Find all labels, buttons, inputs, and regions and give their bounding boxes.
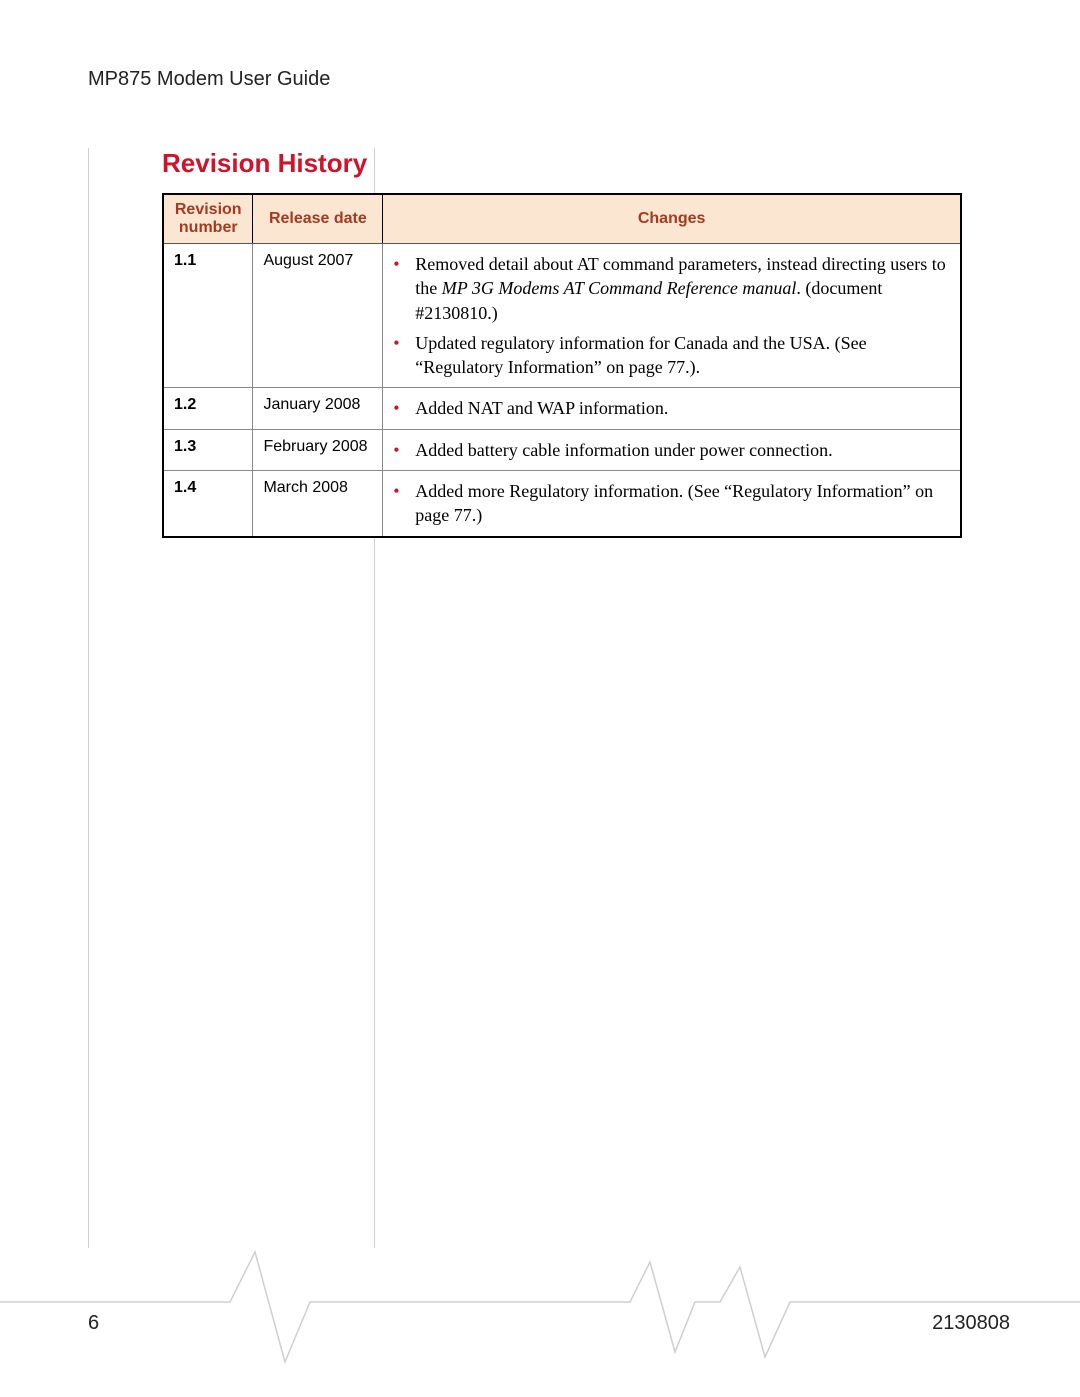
- document-number: 2130808: [932, 1312, 1010, 1335]
- table-row: 1.1August 2007•Removed detail about AT c…: [163, 244, 961, 388]
- cell-changes: •Removed detail about AT command paramet…: [383, 244, 961, 388]
- col-header-changes: Changes: [383, 194, 961, 244]
- cell-revision: 1.2: [163, 388, 253, 429]
- cell-date: August 2007: [253, 244, 383, 388]
- cell-date: March 2008: [253, 471, 383, 537]
- bullet-icon: •: [393, 479, 415, 528]
- change-text: Added battery cable information under po…: [415, 438, 950, 462]
- cell-date: January 2008: [253, 388, 383, 429]
- table-header-row: Revision number Release date Changes: [163, 194, 961, 244]
- cell-revision: 1.1: [163, 244, 253, 388]
- page-container: MP875 Modem User Guide Revision History …: [0, 0, 1080, 1397]
- col-header-release: Release date: [253, 194, 383, 244]
- cell-changes: •Added more Regulatory information. (See…: [383, 471, 961, 537]
- cell-date: February 2008: [253, 429, 383, 470]
- cell-changes: •Added battery cable information under p…: [383, 429, 961, 470]
- change-bullet: •Added NAT and WAP information.: [393, 396, 950, 420]
- document-title: MP875 Modem User Guide: [88, 68, 1080, 91]
- page-number: 6: [88, 1312, 99, 1335]
- section-title: Revision History: [162, 148, 373, 179]
- change-bullet: •Added battery cable information under p…: [393, 438, 950, 462]
- cell-changes: •Added NAT and WAP information.: [383, 388, 961, 429]
- change-bullet: •Removed detail about AT command paramet…: [393, 252, 950, 325]
- change-text: Removed detail about AT command paramete…: [415, 252, 950, 325]
- table-row: 1.4March 2008•Added more Regulatory info…: [163, 471, 961, 537]
- col-header-revision: Revision number: [163, 194, 253, 244]
- cell-revision: 1.4: [163, 471, 253, 537]
- bullet-icon: •: [393, 331, 415, 380]
- change-bullet: •Added more Regulatory information. (See…: [393, 479, 950, 528]
- cell-revision: 1.3: [163, 429, 253, 470]
- revision-history-table: Revision number Release date Changes 1.1…: [162, 193, 962, 538]
- rule-left: [88, 148, 89, 1248]
- change-bullet: •Updated regulatory information for Cana…: [393, 331, 950, 380]
- bullet-icon: •: [393, 252, 415, 325]
- change-text: Updated regulatory information for Canad…: [415, 331, 950, 380]
- change-text: Added more Regulatory information. (See …: [415, 479, 950, 528]
- change-text: Added NAT and WAP information.: [415, 396, 950, 420]
- table-row: 1.2January 2008 •Added NAT and WAP inform…: [163, 388, 961, 429]
- page-footer: 6 2130808: [88, 1312, 1010, 1335]
- content-area: Revision History Revision number Release…: [162, 148, 1012, 538]
- bullet-icon: •: [393, 396, 415, 420]
- waveform-decoration: [0, 1237, 1080, 1367]
- bullet-icon: •: [393, 438, 415, 462]
- table-row: 1.3February 2008 •Added battery cable inf…: [163, 429, 961, 470]
